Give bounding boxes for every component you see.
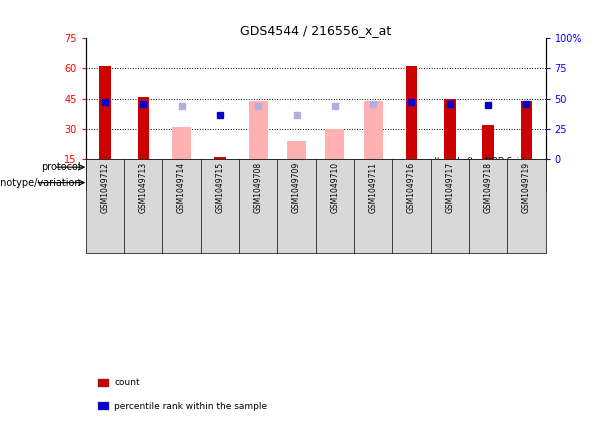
Text: GSM1049711: GSM1049711 xyxy=(368,162,378,213)
Text: re-cultured after NOD.Scid
expansion: re-cultured after NOD.Scid expansion xyxy=(413,157,525,177)
FancyBboxPatch shape xyxy=(239,175,316,190)
Text: percentile rank within the sample: percentile rank within the sample xyxy=(114,401,267,411)
Bar xyxy=(249,101,268,159)
Bar xyxy=(214,157,226,159)
Text: GRK2: GRK2 xyxy=(266,178,289,187)
Text: GRK2: GRK2 xyxy=(113,178,135,187)
Bar xyxy=(444,99,455,159)
Text: GSM1049717: GSM1049717 xyxy=(445,162,454,213)
FancyBboxPatch shape xyxy=(86,175,162,190)
FancyBboxPatch shape xyxy=(392,175,469,190)
Text: GSM1049709: GSM1049709 xyxy=(292,162,301,213)
Text: GSM1049719: GSM1049719 xyxy=(522,162,531,213)
Bar xyxy=(482,125,494,159)
Text: GSM1049710: GSM1049710 xyxy=(330,162,340,213)
FancyBboxPatch shape xyxy=(86,160,239,175)
Bar xyxy=(406,66,417,159)
Title: GDS4544 / 216556_x_at: GDS4544 / 216556_x_at xyxy=(240,24,391,37)
Text: count: count xyxy=(114,378,140,387)
FancyBboxPatch shape xyxy=(239,160,392,175)
Text: cultured: cultured xyxy=(145,163,180,172)
Text: GSM1049708: GSM1049708 xyxy=(254,162,263,213)
FancyBboxPatch shape xyxy=(162,175,239,190)
Text: GRK2-K220R: GRK2-K220R xyxy=(481,178,534,187)
Text: genotype/variation: genotype/variation xyxy=(0,178,82,188)
FancyBboxPatch shape xyxy=(316,175,392,190)
Bar xyxy=(137,97,149,159)
Bar xyxy=(172,127,191,159)
FancyBboxPatch shape xyxy=(469,175,546,190)
Text: protocol: protocol xyxy=(42,162,82,172)
Text: GSM1049713: GSM1049713 xyxy=(139,162,148,213)
Text: GSM1049718: GSM1049718 xyxy=(484,162,493,213)
Text: GRK2: GRK2 xyxy=(419,178,442,187)
Text: GRK2-K220R: GRK2-K220R xyxy=(327,178,381,187)
Text: GSM1049716: GSM1049716 xyxy=(407,162,416,213)
Bar xyxy=(520,101,532,159)
Text: GRK2-K220R: GRK2-K220R xyxy=(174,178,227,187)
Text: GSM1049714: GSM1049714 xyxy=(177,162,186,213)
Text: GSM1049712: GSM1049712 xyxy=(101,162,110,213)
Text: NOD.Scid mouse-expanded: NOD.Scid mouse-expanded xyxy=(258,163,373,172)
Bar xyxy=(364,101,383,159)
FancyBboxPatch shape xyxy=(392,160,546,175)
Text: GSM1049715: GSM1049715 xyxy=(215,162,224,213)
Bar xyxy=(326,129,345,159)
Bar xyxy=(99,66,111,159)
Bar xyxy=(287,141,306,159)
